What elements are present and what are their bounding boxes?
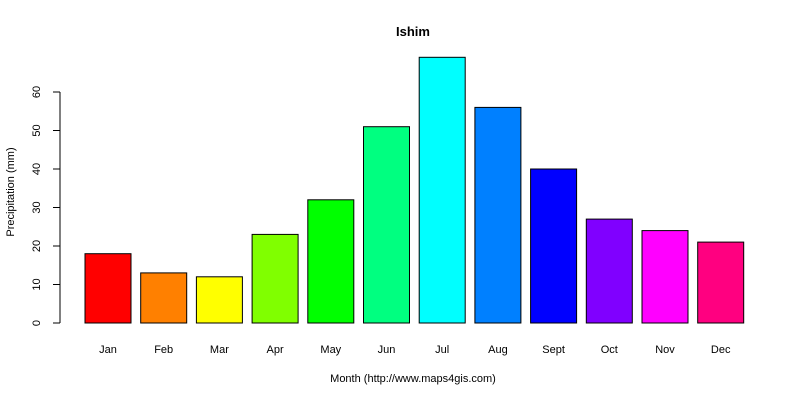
x-tick-label: May <box>320 344 341 356</box>
bar-mar <box>195 276 243 324</box>
x-tick-label: Feb <box>154 344 173 356</box>
x-tick-label: Mar <box>210 344 229 356</box>
bar-jun <box>363 126 410 324</box>
x-tick-label: Aug <box>488 344 508 356</box>
y-axis: 0 10 20 30 40 50 60 <box>31 86 61 326</box>
bar-dec <box>697 241 745 324</box>
bar-oct <box>585 218 633 324</box>
bars-group <box>84 56 745 324</box>
x-tick-label: Jun <box>378 344 396 356</box>
y-tick-label: 10 <box>31 278 43 290</box>
y-tick-label: 30 <box>31 201 43 213</box>
bar-jan <box>84 253 132 324</box>
bar-apr <box>251 233 299 324</box>
x-tick-labels: Jan Feb Mar Apr May Jun Jul Aug Sept Oct Nov Dec <box>99 344 731 356</box>
x-tick-label: Apr <box>267 344 284 356</box>
x-tick-label: Dec <box>711 344 731 356</box>
bar-nov <box>641 230 689 324</box>
x-tick-label: Oct <box>601 344 618 356</box>
y-tick-label: 60 <box>31 86 43 98</box>
bar-feb <box>140 272 188 324</box>
y-tick-label: 50 <box>31 124 43 136</box>
chart-title: Ishim <box>396 24 430 39</box>
bar-sept <box>530 168 578 324</box>
bar-may <box>307 199 355 324</box>
bar-aug <box>474 106 522 324</box>
x-tick-label: Nov <box>655 344 675 356</box>
x-tick-label: Sept <box>542 344 565 356</box>
x-axis-label: Month (http://www.maps4gis.com) <box>330 373 496 385</box>
x-tick-label: Jul <box>435 344 449 356</box>
y-tick-label: 40 <box>31 163 43 175</box>
y-tick-label: 0 <box>31 320 43 326</box>
y-tick-label: 20 <box>31 240 43 252</box>
bar-jul <box>418 56 466 324</box>
y-axis-label: Precipitation (mm) <box>5 147 17 236</box>
x-tick-label: Jan <box>99 344 117 356</box>
